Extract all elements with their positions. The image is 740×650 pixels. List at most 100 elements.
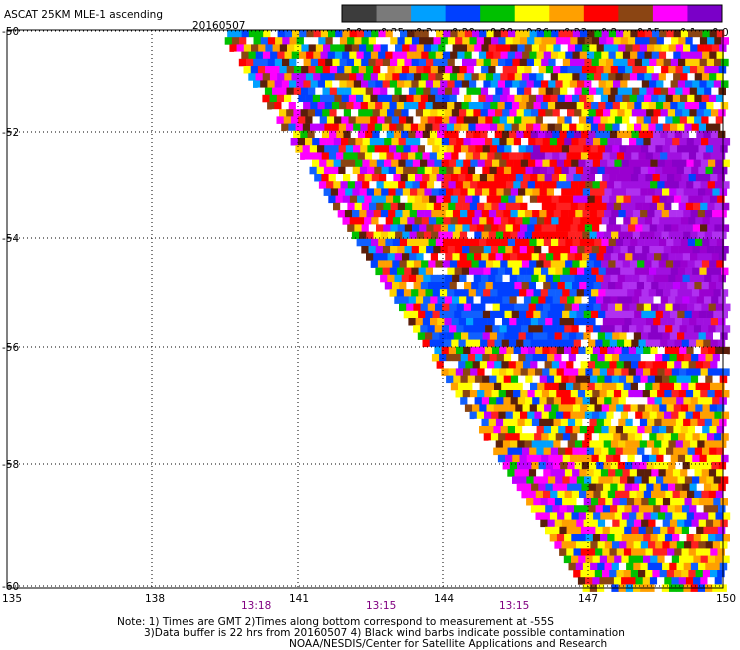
wind-cell [360, 102, 369, 110]
wind-cell [557, 116, 565, 124]
wind-cell [672, 512, 680, 520]
wind-cell [606, 58, 614, 67]
wind-cell [683, 166, 692, 175]
wind-cell [604, 375, 612, 384]
wind-cell [448, 224, 456, 232]
wind-cell [507, 73, 515, 81]
wind-cell [702, 447, 710, 456]
wind-cell [630, 447, 638, 456]
wind-cell [529, 217, 538, 225]
wind-cell [293, 87, 302, 96]
wind-cell [498, 37, 506, 45]
wind-cell [536, 469, 544, 477]
wind-cell [606, 202, 615, 211]
wind-cell [438, 253, 446, 261]
wind-cell [582, 44, 590, 52]
wind-cell [444, 109, 453, 117]
wind-cell [685, 58, 693, 67]
wind-cell [569, 519, 577, 528]
wind-cell [649, 390, 658, 398]
wind-cell [463, 138, 471, 146]
wind-cell [564, 490, 573, 499]
wind-cell [547, 102, 556, 110]
wind-cell [692, 37, 701, 45]
wind-cell [418, 289, 426, 297]
wind-cell [419, 37, 427, 45]
wind-cell [530, 339, 538, 348]
wind-cell [603, 109, 611, 117]
lon-label: 135 [2, 593, 23, 605]
wind-cell [426, 224, 434, 232]
wind-cell [622, 73, 631, 81]
wind-cell [452, 87, 460, 96]
wind-cell [542, 116, 551, 124]
wind-cell [580, 217, 588, 225]
wind-cell [619, 354, 627, 362]
wind-cell [679, 555, 687, 564]
wind-cell [575, 354, 584, 362]
wind-cell [543, 426, 552, 434]
wind-cell [431, 210, 439, 218]
wind-cell [416, 44, 425, 52]
wind-cell [692, 433, 700, 441]
wind-cell [351, 44, 360, 52]
wind-cell [550, 116, 558, 124]
wind-cell [262, 51, 271, 60]
wind-cell [587, 217, 595, 225]
wind-cell [472, 361, 481, 369]
wind-cell [366, 44, 374, 52]
wind-cell [436, 339, 445, 348]
wind-cell [690, 375, 699, 384]
wind-cell [592, 534, 601, 542]
wind-cell [664, 159, 673, 168]
wind-cell [494, 174, 502, 182]
wind-cell [684, 519, 692, 528]
wind-cell [695, 217, 703, 225]
wind-cell [572, 30, 581, 38]
wind-cell [688, 195, 696, 204]
wind-cell [473, 274, 482, 283]
wind-cell [461, 332, 469, 340]
wind-cell [627, 433, 636, 441]
wind-cell [477, 138, 486, 146]
wind-cell [641, 454, 650, 463]
wind-cell [561, 519, 570, 528]
wind-cell [622, 282, 630, 290]
wind-cell [496, 188, 504, 196]
wind-cell [579, 490, 587, 499]
wind-cell [571, 138, 579, 146]
wind-cell [435, 282, 443, 290]
wind-cell [502, 440, 511, 448]
wind-cell [587, 238, 595, 247]
wind-cell [690, 440, 698, 448]
wind-cell [548, 37, 557, 45]
wind-cell [467, 188, 476, 196]
wind-cell [598, 476, 606, 484]
wind-cell [710, 318, 719, 326]
wind-cell [541, 390, 550, 398]
wind-cell [523, 339, 531, 348]
wind-cell [680, 30, 689, 38]
wind-cell [497, 80, 506, 88]
wind-cell [537, 195, 545, 204]
wind-cell [649, 577, 658, 585]
wind-cell [375, 80, 383, 88]
wind-cell [471, 238, 480, 247]
wind-cell [653, 483, 661, 492]
wind-cell [519, 102, 527, 110]
wind-cell [522, 195, 531, 204]
wind-cell [614, 368, 622, 376]
wind-cell [643, 138, 651, 146]
wind-cell [572, 282, 580, 290]
wind-cell [690, 210, 698, 218]
wind-cell [697, 397, 706, 405]
wind-cell [557, 469, 566, 477]
wind-cell [688, 361, 697, 369]
wind-cell [552, 130, 560, 139]
wind-cell [590, 498, 599, 506]
wind-cell [341, 138, 349, 146]
wind-cell [675, 483, 683, 492]
wind-cell [558, 404, 566, 412]
wind-cell [546, 418, 554, 427]
wind-cell [241, 30, 250, 38]
